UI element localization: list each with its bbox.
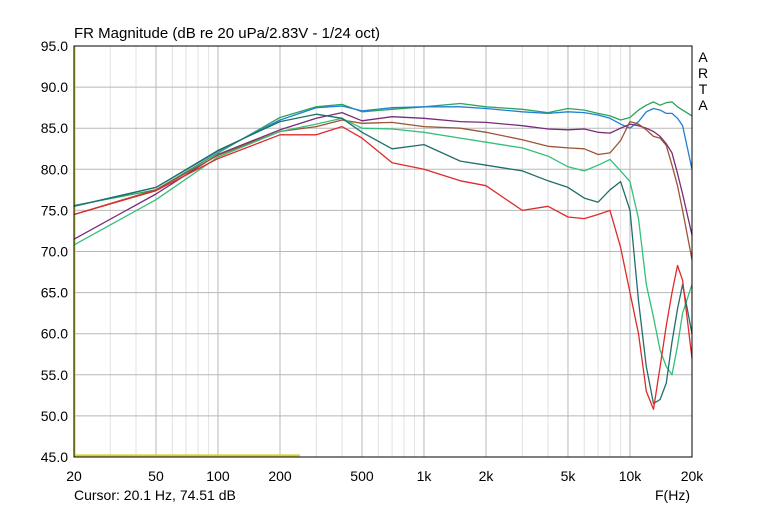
x-tick-label: 20k <box>681 468 705 484</box>
y-tick-label: 55.0 <box>41 367 68 383</box>
y-tick-label: 85.0 <box>41 120 68 136</box>
series-line-2 <box>73 105 693 207</box>
chart-title: FR Magnitude (dB re 20 uPa/2.83V - 1/24 … <box>74 25 380 42</box>
x-tick-label: 2k <box>479 468 495 484</box>
y-tick-label: 75.0 <box>41 202 68 218</box>
x-tick-label: 50 <box>148 468 164 484</box>
y-tick-label: 70.0 <box>41 244 68 260</box>
x-tick-label: 5k <box>561 468 577 484</box>
side-label-letter: A <box>698 49 708 65</box>
series-layer <box>73 101 693 410</box>
x-tick-label: 1k <box>417 468 433 484</box>
x-tick-label: 100 <box>206 468 230 484</box>
y-tick-label: 45.0 <box>41 449 68 465</box>
y-tick-label: 90.0 <box>41 79 68 95</box>
x-tick-label: 20 <box>66 468 82 484</box>
y-tick-label: 50.0 <box>41 408 68 424</box>
y-tick-label: 95.0 <box>41 38 68 54</box>
y-tick-label: 60.0 <box>41 326 68 342</box>
y-tick-label: 80.0 <box>41 161 68 177</box>
y-tick-label: 65.0 <box>41 285 68 301</box>
x-tick-labels: 20 50 100 200 500 1k 2k 5k 10k 20k <box>66 468 704 484</box>
series-line-1 <box>73 101 693 207</box>
series-line-7 <box>73 125 693 410</box>
baseline-marker-layer <box>74 46 300 457</box>
series-line-4 <box>73 119 693 260</box>
x-axis-label: F(Hz) <box>655 487 690 503</box>
series-line-6 <box>73 113 693 405</box>
x-tick-label: 500 <box>350 468 374 484</box>
y-tick-labels: 95.0 90.0 85.0 80.0 75.0 70.0 65.0 60.0 55.0 50.0… <box>41 38 68 465</box>
series-line-3 <box>73 111 693 240</box>
x-tick-label: 10k <box>619 468 643 484</box>
plot-frame <box>73 45 693 458</box>
x-tick-label: 200 <box>268 468 292 484</box>
series-line-5 <box>73 117 693 376</box>
side-label-letter: R <box>698 65 708 81</box>
cursor-readout: Cursor: 20.1 Hz, 74.51 dB <box>74 487 236 503</box>
side-label-letter: T <box>699 81 708 97</box>
side-label-letter: A <box>698 97 708 113</box>
